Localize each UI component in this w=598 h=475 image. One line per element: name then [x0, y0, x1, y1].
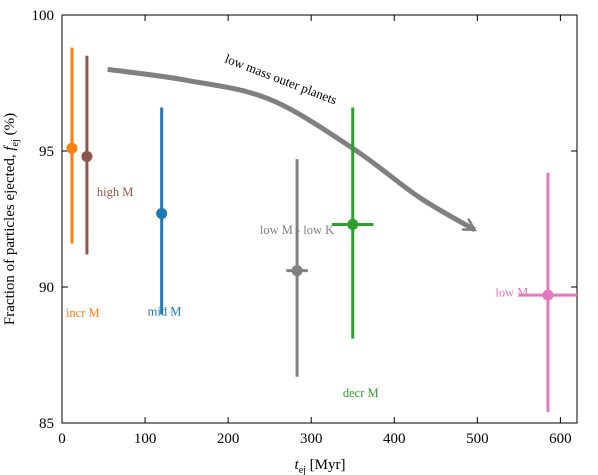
- series-high-m: [81, 55, 93, 255]
- series-label: decr M: [343, 386, 379, 400]
- x-tick-label: 0: [58, 431, 66, 447]
- y-tick-label: 95: [39, 144, 54, 160]
- y-tick-label: 85: [39, 416, 54, 432]
- x-axis-label: tej [Myr]: [295, 457, 346, 475]
- series-decr-m: [331, 107, 374, 339]
- x-tick-label: 200: [217, 431, 240, 447]
- x-tick-label: 600: [549, 431, 572, 447]
- series-incr-m: [66, 47, 78, 244]
- data-point: [291, 265, 303, 277]
- data-point: [81, 150, 93, 162]
- data-point: [156, 208, 168, 220]
- x-tick-label: 300: [300, 431, 323, 447]
- data-point: [542, 289, 554, 301]
- arrow-head: [461, 218, 478, 232]
- x-tick-label: 100: [134, 431, 157, 447]
- y-tick-label: 90: [39, 280, 54, 296]
- series-mid-m: [156, 107, 168, 315]
- x-tick-label: 500: [466, 431, 489, 447]
- axis-ticks: 0 100 200 300 400 500 600 85 90 95 100: [32, 8, 577, 447]
- x-tick-label: 400: [383, 431, 406, 447]
- series-label: mid M: [148, 304, 182, 318]
- series-label: high M: [97, 185, 133, 199]
- series-labels: incr M high M mid M low M - low K decr M low …: [66, 185, 528, 400]
- y-axis-label: Fraction of particles ejected, fej (%): [2, 113, 21, 325]
- data-points: [66, 47, 577, 413]
- arrow-path: [107, 66, 477, 233]
- y-tick-label: 100: [32, 8, 55, 24]
- series-low-m: [518, 172, 577, 413]
- data-point: [66, 142, 78, 154]
- series-low-m---low-k: [286, 159, 308, 377]
- series-label: low M - low K: [260, 223, 334, 237]
- plot-area: [61, 14, 578, 424]
- series-label: low M: [495, 285, 528, 299]
- series-label: incr M: [66, 306, 100, 320]
- data-point: [347, 218, 359, 230]
